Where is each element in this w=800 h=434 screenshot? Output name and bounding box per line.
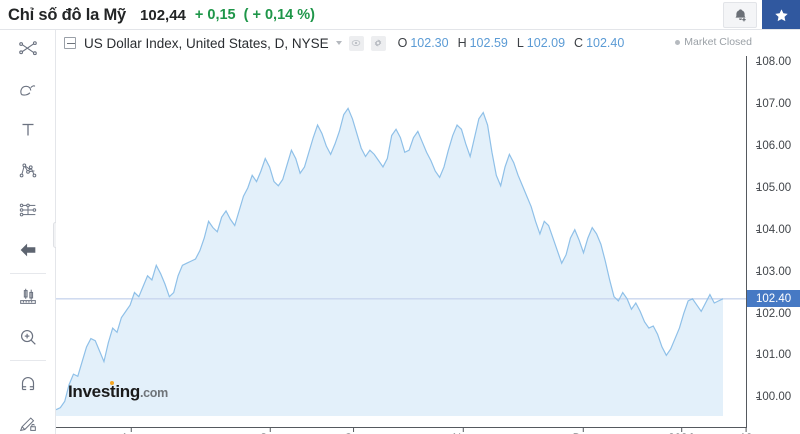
price-area-fill [56, 108, 723, 416]
toolbar-divider [9, 360, 46, 361]
pattern-tool[interactable] [0, 150, 56, 190]
page-title: Chỉ số đô la Mỹ [8, 5, 127, 24]
price-change: + 0,15 [194, 7, 236, 23]
magnifier-plus-icon [20, 329, 36, 345]
y-axis-tick: 104.00 [756, 223, 792, 236]
ohlc-close-label: C [574, 36, 584, 50]
y-axis-tick: 108.00 [756, 56, 792, 69]
y-axis[interactable]: 108.00 107.00 106.00 105.00 104.00 103.00 102.… [747, 56, 800, 428]
crossing-lines-icon [19, 41, 37, 56]
y-axis-tick: 105.00 [756, 181, 792, 194]
y-axis-tick: 107.00 [756, 98, 792, 111]
arrow-left-icon [20, 243, 36, 257]
add-alert-button[interactable] [723, 2, 757, 28]
ohlc-values: O 102.30 H 102.59 L 102.09 C 102.40 [398, 36, 634, 50]
pattern-nodes-icon [19, 163, 37, 178]
symbol-name[interactable]: US Dollar Index, United States, D, NYSE [84, 35, 329, 51]
ohlc-low-label: L [516, 36, 524, 50]
header-divider [0, 29, 800, 30]
ohlc-low-value: 102.09 [526, 36, 566, 50]
watchlist-star-button[interactable] [762, 0, 800, 30]
measure-range-icon [19, 203, 37, 217]
ohlc-open-label: O [397, 36, 408, 50]
text-tool[interactable] [0, 110, 56, 150]
watermark-suffix: .com [139, 386, 168, 400]
y-axis-tick: 103.00 [756, 265, 792, 278]
ohlc-high-value: 102.59 [469, 36, 508, 50]
magnet-tool[interactable] [0, 364, 56, 404]
ohlc-close-value: 102.40 [586, 36, 625, 50]
chart-plot-area[interactable] [56, 56, 746, 416]
page-header: Chỉ số đô la Mỹ 102,44 + 0,15 ( + 0,14 %… [0, 0, 800, 30]
chart-panel: US Dollar Index, United States, D, NYSE … [56, 30, 800, 434]
investing-watermark: Investing.com [68, 381, 168, 402]
star-icon [774, 8, 788, 21]
ohlc-open-value: 102.30 [410, 36, 449, 50]
back-tool[interactable] [0, 230, 56, 270]
magnet-icon [21, 377, 35, 391]
price-area-series [56, 107, 746, 416]
measure-tool[interactable] [0, 277, 56, 317]
stay-drawing-mode-tool[interactable] [0, 404, 56, 434]
price-change-percent: ( + 0,14 %) [243, 7, 315, 23]
current-price-tag: 102.40 [747, 290, 800, 308]
x-axis-line [56, 427, 746, 428]
pencil-lock-icon [19, 417, 36, 432]
ohlc-high-label: H [457, 36, 467, 50]
watermark-brand: Investing [68, 382, 140, 401]
chart-settings-button[interactable] [370, 35, 386, 51]
collapse-box-icon[interactable] [64, 37, 76, 49]
y-axis-tick: 100.00 [756, 391, 792, 404]
y-axis-tick: 102.00 [756, 307, 792, 320]
ruler-candles-icon [20, 288, 36, 304]
y-axis-line [746, 56, 747, 428]
y-axis-tick: 101.00 [756, 349, 792, 362]
forecast-tool[interactable] [0, 190, 56, 230]
toolbar-divider [9, 273, 46, 274]
text-t-icon [22, 123, 34, 136]
bell-plus-icon [735, 8, 746, 21]
zoom-tool[interactable] [0, 317, 56, 357]
eye-icon [351, 40, 361, 46]
symbol-header: US Dollar Index, United States, D, NYSE … [56, 30, 800, 56]
market-status: Market Closed [675, 36, 752, 48]
visibility-toggle-button[interactable] [348, 35, 364, 51]
gear-icon [374, 39, 382, 47]
watermark-accent-dot [110, 381, 114, 385]
y-axis-tick: 106.00 [756, 140, 792, 153]
market-status-label: Market Closed [684, 36, 752, 48]
x-axis[interactable]: AugSepOctNovDec202418 [56, 428, 752, 434]
chevron-down-icon[interactable] [335, 41, 342, 45]
pencil-curve-icon [20, 85, 36, 96]
brush-tool[interactable] [0, 70, 56, 110]
drawing-toolbar [0, 30, 58, 434]
market-status-dot [675, 39, 681, 45]
price-line [56, 107, 724, 411]
last-price: 102,44 [140, 6, 186, 24]
trend-line-tool[interactable] [0, 30, 56, 70]
